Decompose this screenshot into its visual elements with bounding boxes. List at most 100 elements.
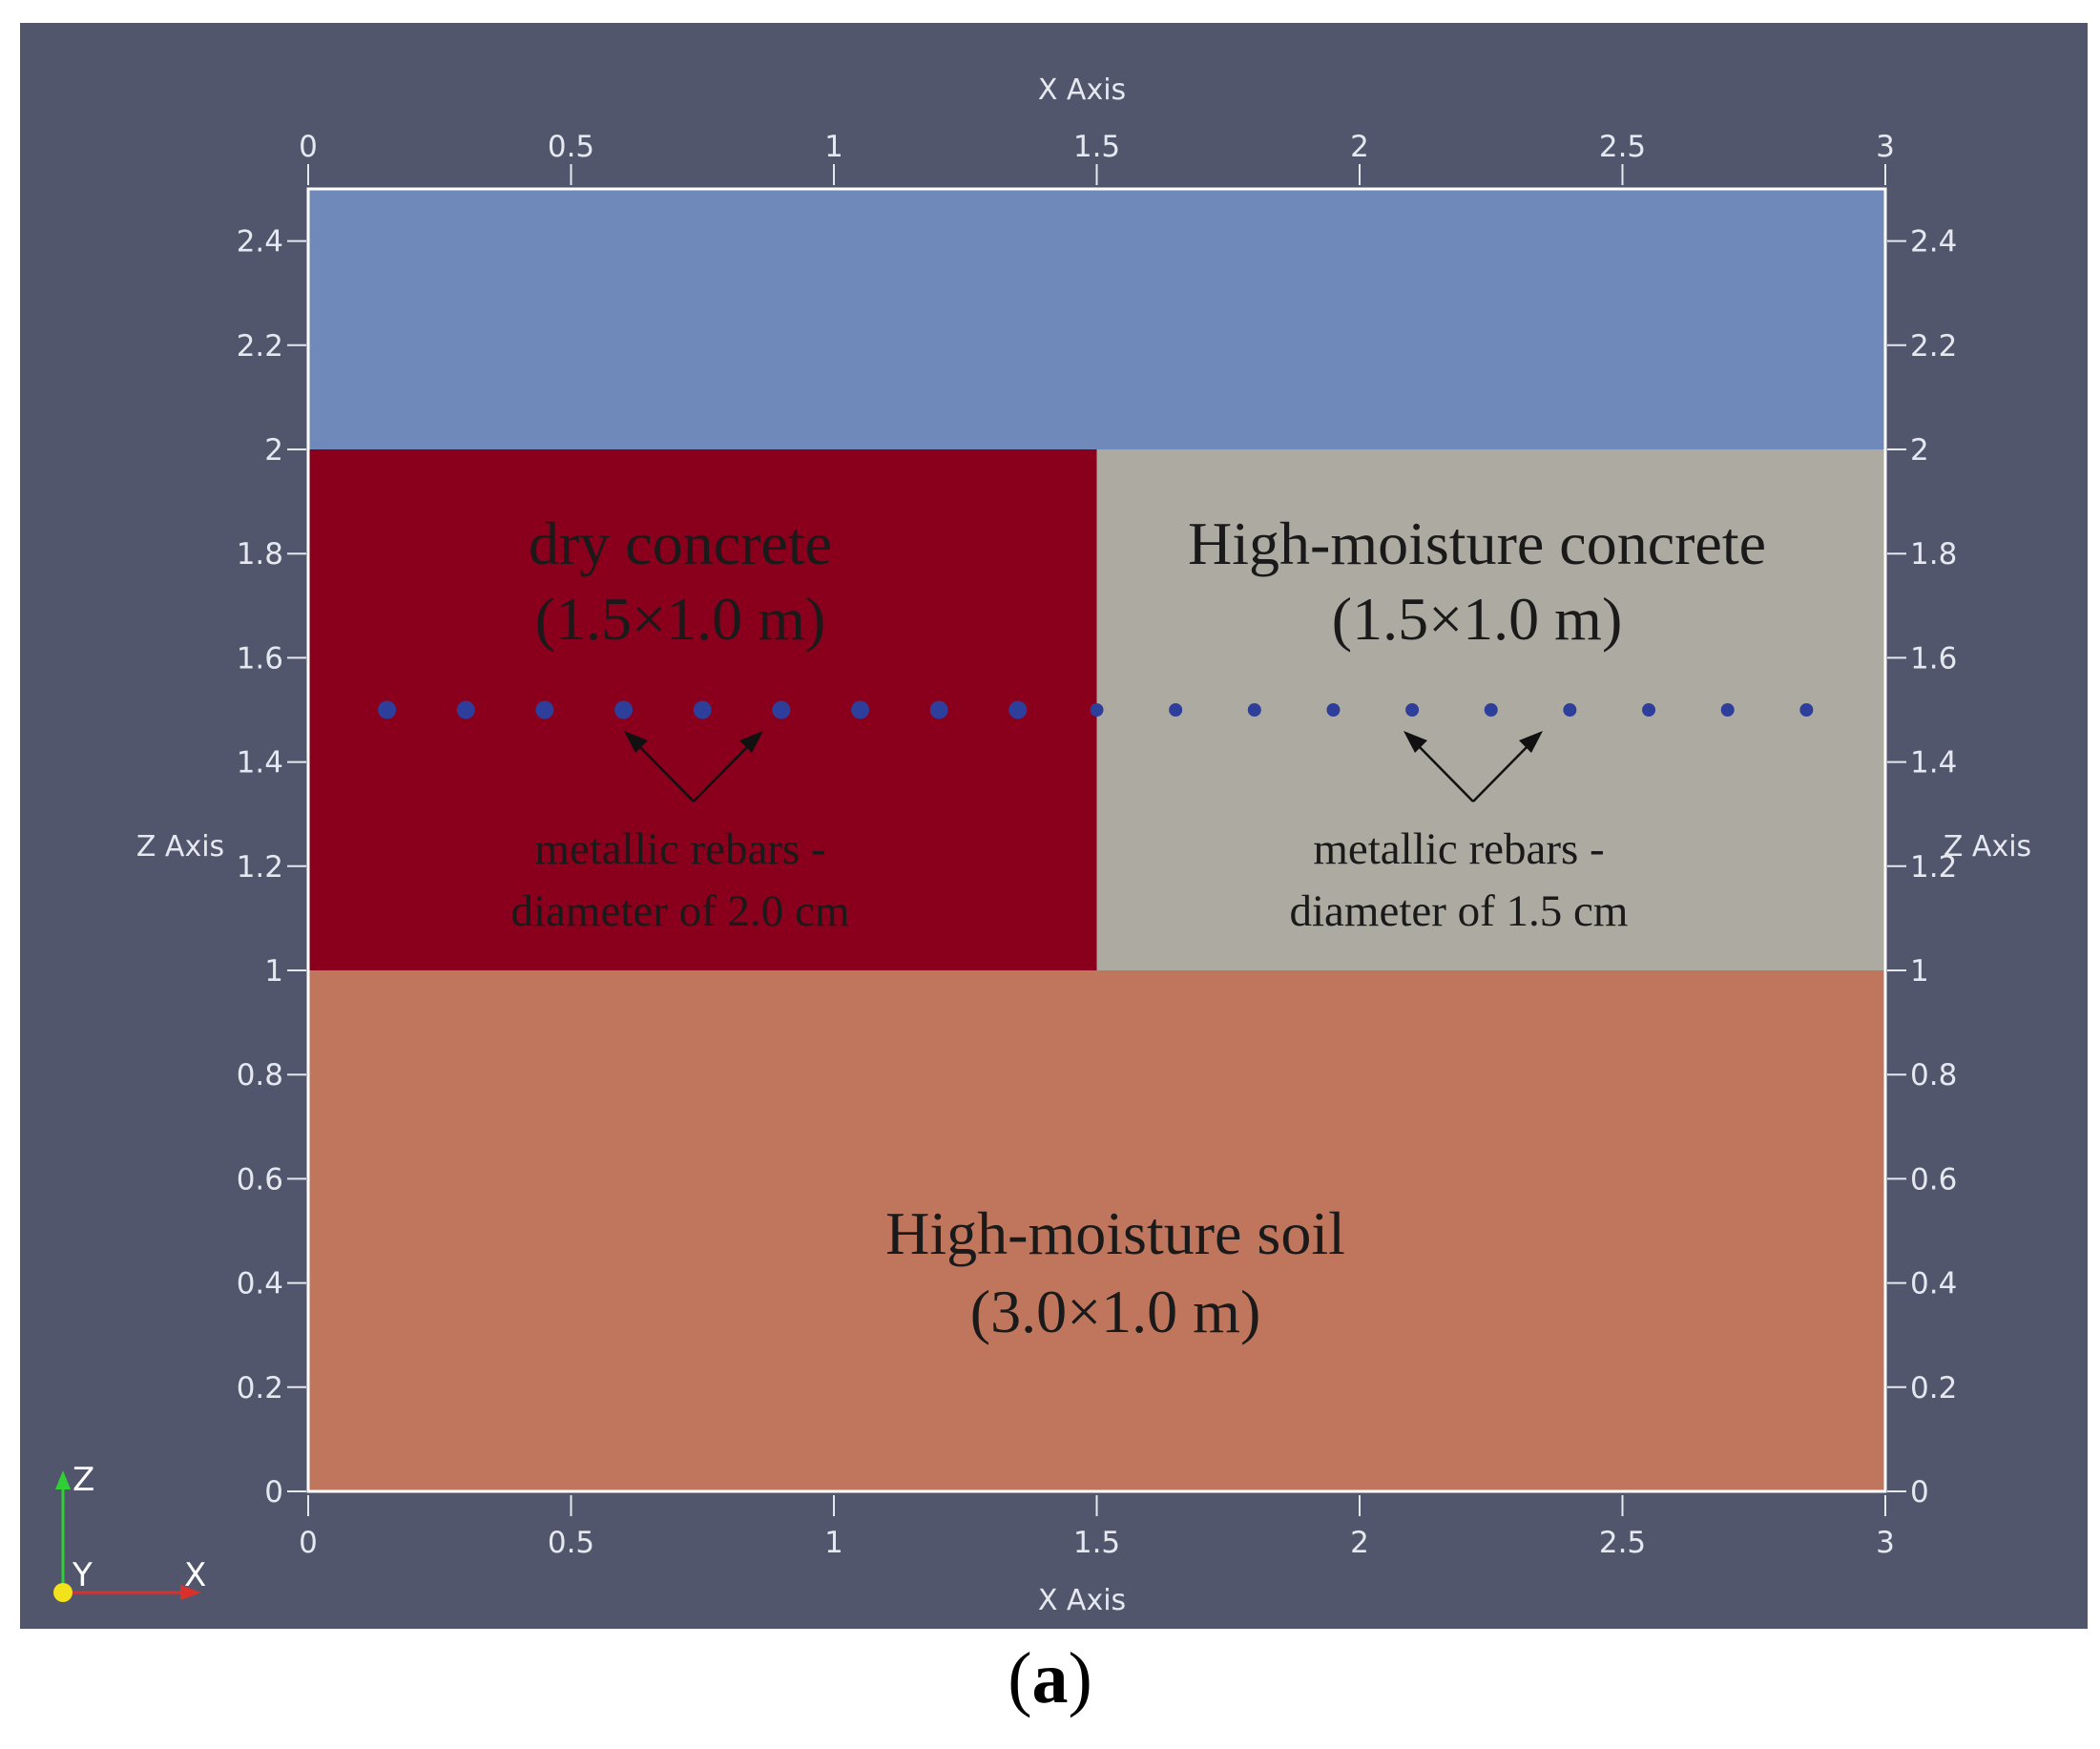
soil-size: (3.0×1.0 m) bbox=[970, 1278, 1261, 1345]
rebar-right-line1: metallic rebars - bbox=[1313, 824, 1604, 874]
rebar-row bbox=[378, 700, 1814, 719]
triad-x-label: X bbox=[184, 1556, 206, 1594]
wet-concrete-size: (1.5×1.0 m) bbox=[1332, 585, 1623, 653]
annotation-arrow-line bbox=[1415, 742, 1474, 802]
z-tick-label-left: 0.4 bbox=[237, 1267, 283, 1301]
z-tick-label-left: 1.6 bbox=[237, 641, 283, 676]
rebar-dot-left bbox=[614, 700, 634, 719]
arrow-head-icon bbox=[1519, 731, 1543, 753]
rebar-dot-right bbox=[1090, 703, 1104, 717]
z-tick-label-left: 1.4 bbox=[237, 746, 283, 781]
rebar-right-line2: diameter of 1.5 cm bbox=[1290, 886, 1629, 936]
z-tick-label-right: 2.2 bbox=[1910, 329, 1957, 364]
x-tick-label-top: 0 bbox=[299, 130, 318, 164]
x-tick-label-top: 1.5 bbox=[1073, 130, 1120, 164]
orientation-axes-widget[interactable]: Z Y X bbox=[53, 1461, 206, 1602]
z-tick-label-right: 2 bbox=[1910, 433, 1929, 468]
x-tick-label-bottom: 2 bbox=[1350, 1526, 1369, 1560]
rebar-left-line1: metallic rebars - bbox=[534, 824, 825, 874]
z-tick-label-right: 2.4 bbox=[1910, 225, 1957, 260]
rebar-dot-right bbox=[1484, 703, 1498, 717]
z-tick-label-right: 1.6 bbox=[1910, 641, 1957, 676]
z-tick-label-left: 0.6 bbox=[237, 1162, 283, 1197]
annotation-arrow-line bbox=[1472, 742, 1531, 802]
z-tick-label-left: 1.8 bbox=[237, 537, 283, 572]
x-tick-label-bottom: 3 bbox=[1876, 1526, 1895, 1560]
x-tick-label-bottom: 0 bbox=[299, 1526, 318, 1560]
dry-concrete-label: dry concrete bbox=[529, 510, 832, 577]
arrow-head-icon bbox=[1403, 731, 1427, 753]
triad-z-label: Z bbox=[73, 1461, 94, 1499]
rebar-left-line2: diameter of 2.0 cm bbox=[511, 886, 850, 936]
rebar-dot-right bbox=[1326, 703, 1341, 717]
triad-y-label: Y bbox=[72, 1556, 93, 1594]
axes-frame bbox=[306, 187, 1887, 1493]
z-tick-label-left: 1.2 bbox=[237, 850, 283, 885]
annotation-arrow-line bbox=[693, 742, 752, 802]
figure-caption: (a) bbox=[0, 1637, 2100, 1720]
z-tick-label-right: 1 bbox=[1910, 954, 1929, 989]
rebar-dot-left bbox=[851, 700, 870, 719]
x-tick-label-top: 2 bbox=[1350, 130, 1369, 164]
z-axis-title-right: Z Axis bbox=[1944, 830, 2031, 864]
caption-close: ) bbox=[1068, 1638, 1092, 1718]
z-tick-label-left: 0.8 bbox=[237, 1058, 283, 1093]
z-tick-label-right: 0 bbox=[1910, 1475, 1929, 1510]
rebar-dot-right bbox=[1642, 703, 1656, 717]
y-axis-dot-icon bbox=[53, 1583, 73, 1602]
z-tick-label-right: 0.8 bbox=[1910, 1058, 1957, 1093]
z-tick-label-right: 1.8 bbox=[1910, 537, 1957, 572]
rebar-dot-left bbox=[456, 700, 475, 719]
x-arrow-icon bbox=[180, 1585, 201, 1600]
z-tick-label-right: 0.2 bbox=[1910, 1371, 1957, 1405]
arrow-head-icon bbox=[624, 731, 648, 753]
z-tick-label-left: 1 bbox=[264, 954, 283, 989]
rebar-dot-right bbox=[1405, 703, 1420, 717]
wet-concrete-label: High-moisture concrete bbox=[1188, 510, 1766, 577]
rebar-dot-left bbox=[693, 700, 712, 719]
rebar-dot-left bbox=[1008, 700, 1028, 719]
x-tick-label-bottom: 1 bbox=[824, 1526, 843, 1560]
x-tick-label-bottom: 0.5 bbox=[548, 1526, 594, 1560]
z-tick-label-right: 1.2 bbox=[1910, 850, 1957, 885]
rebar-dot-right bbox=[1247, 703, 1261, 717]
rebar-dot-left bbox=[929, 700, 948, 719]
x-tick-label-top: 2.5 bbox=[1599, 130, 1646, 164]
rebar-dot-right bbox=[1169, 703, 1183, 717]
rebar-dot-left bbox=[772, 700, 791, 719]
soil-label: High-moisture soil bbox=[885, 1199, 1345, 1267]
z-tick-label-left: 2 bbox=[264, 433, 283, 468]
z-arrow-icon bbox=[55, 1470, 71, 1489]
z-tick-label-left: 2.2 bbox=[237, 329, 283, 364]
rebar-annotation-left: metallic rebars - diameter of 2.0 cm bbox=[511, 731, 850, 936]
rebar-dot-right bbox=[1720, 703, 1735, 717]
z-axis-title-left: Z Axis bbox=[136, 830, 224, 864]
z-tick-label-left: 2.4 bbox=[237, 225, 283, 260]
x-axis-title-top: X Axis bbox=[1038, 73, 1126, 107]
rebar-dot-right bbox=[1563, 703, 1577, 717]
x-tick-label-top: 3 bbox=[1876, 130, 1895, 164]
z-tick-label-left: 0.2 bbox=[237, 1371, 283, 1405]
rebar-dot-left bbox=[378, 700, 397, 719]
caption-open: ( bbox=[1008, 1638, 1032, 1718]
rebar-annotation-right: metallic rebars - diameter of 1.5 cm bbox=[1290, 731, 1629, 936]
arrow-head-icon bbox=[739, 731, 763, 753]
render-viewport[interactable]: 0 0 0.5 0.5 1 1 1.5 1.5 2 2 2.5 2.5 3 3 0 0 0.2 0.2 0.4 0.4… bbox=[20, 23, 2088, 1629]
x-tick-label-bottom: 1.5 bbox=[1073, 1526, 1120, 1560]
plot-bounds-outline bbox=[306, 187, 1887, 1493]
x-tick-label-bottom: 2.5 bbox=[1599, 1526, 1646, 1560]
x-tick-label-top: 1 bbox=[824, 130, 843, 164]
region-soil bbox=[308, 970, 1885, 1491]
rebar-dot-right bbox=[1799, 703, 1814, 717]
x-axis-title-bottom: X Axis bbox=[1038, 1584, 1126, 1617]
x-tick-label-top: 0.5 bbox=[548, 130, 594, 164]
z-tick-label-right: 0.6 bbox=[1910, 1162, 1957, 1197]
annotation-arrow-line bbox=[635, 742, 695, 802]
rebar-dot-left bbox=[535, 700, 554, 719]
dry-concrete-size: (1.5×1.0 m) bbox=[535, 585, 826, 653]
material-regions bbox=[308, 189, 1885, 1491]
caption-letter: a bbox=[1031, 1638, 1069, 1718]
z-tick-label-right: 0.4 bbox=[1910, 1267, 1957, 1301]
